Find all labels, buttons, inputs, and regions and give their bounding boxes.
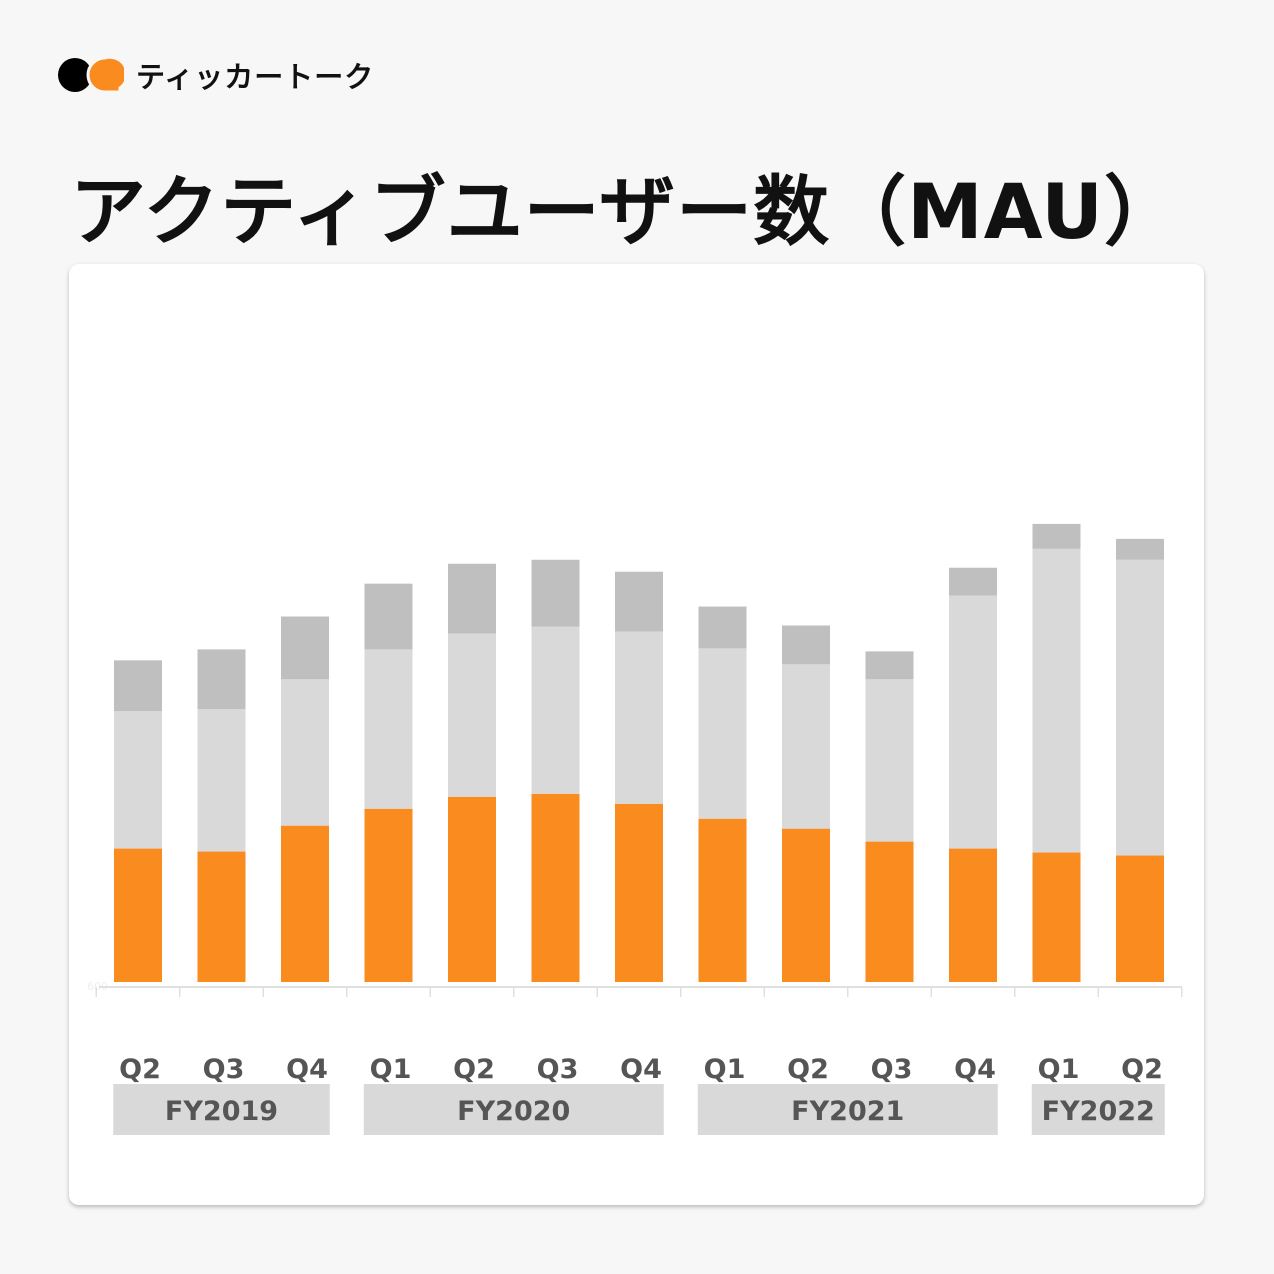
bar-segment-0 (1116, 855, 1164, 982)
bar-segment-2 (1032, 523, 1081, 549)
y-tick-label: 600 (87, 980, 108, 993)
bar-segment-2 (949, 567, 997, 596)
bar-segment-2 (531, 559, 580, 627)
bar-segment-0 (865, 841, 914, 982)
brand-name: ティッカートーク (136, 60, 375, 94)
bar-segment-2 (782, 625, 830, 665)
bar-segment-0 (1032, 852, 1081, 982)
bar-segment-1 (615, 631, 663, 804)
bar-segment-2 (448, 563, 496, 634)
x-tick-label: Q4 (286, 1054, 328, 1085)
fiscal-year-label: FY2020 (457, 1096, 570, 1127)
bar-segment-2 (865, 651, 914, 680)
page-title: アクティブユーザー数（MAU） (70, 167, 1181, 256)
x-tick-label: Q3 (537, 1054, 579, 1085)
bar-segment-2 (1116, 538, 1164, 560)
x-tick-label: Q1 (1038, 1054, 1080, 1085)
fiscal-year-box (697, 1084, 998, 1135)
fiscal-year-box (363, 1084, 664, 1135)
bar-segment-2 (197, 649, 246, 710)
bar-segment-1 (949, 595, 997, 849)
x-tick-label: Q2 (453, 1054, 495, 1085)
bar-segment-0 (114, 848, 162, 982)
x-tick-label: Q4 (954, 1054, 996, 1085)
bar-segment-0 (698, 818, 747, 982)
bar-segment-0 (448, 796, 496, 982)
bar-segment-0 (782, 828, 830, 982)
fiscal-year-label: FY2021 (791, 1096, 904, 1127)
bar-segment-1 (1116, 559, 1164, 856)
fiscal-year-label: FY2022 (1042, 1096, 1155, 1127)
x-tick-label: Q3 (203, 1054, 245, 1085)
logo: ティッカートーク (58, 56, 374, 94)
x-tick-label: Q2 (787, 1054, 829, 1085)
x-tick-label: Q1 (704, 1054, 746, 1085)
bar-segment-1 (281, 679, 329, 826)
fiscal-year-box (1031, 1084, 1165, 1135)
bar-segment-2 (615, 571, 663, 632)
fiscal-year-box (113, 1084, 330, 1135)
bar-segment-1 (448, 633, 496, 797)
bar-segment-0 (531, 793, 580, 982)
x-tick-label: Q3 (871, 1054, 913, 1085)
chart-card: 600 Q2 Q3 Q4 Q1 Q2 Q3 Q4 Q1 Q2 Q3 Q4 Q1 Q2 FY2019 FY202… (69, 264, 1204, 1205)
bar-segment-0 (281, 825, 329, 982)
x-tick-label: Q2 (119, 1054, 161, 1085)
bar-segment-0 (615, 803, 663, 982)
bar-segment-1 (114, 711, 162, 849)
bar-segment-1 (865, 679, 914, 842)
bar-segment-1 (197, 709, 246, 852)
bar-segment-0 (197, 851, 246, 982)
bar-segment-1 (698, 648, 747, 819)
bar-segment-1 (1032, 548, 1081, 853)
bar-segment-2 (698, 606, 747, 649)
bar-segment-0 (949, 848, 997, 982)
bar-segment-1 (364, 649, 413, 809)
bar-segment-1 (531, 626, 580, 794)
fiscal-year-label: FY2019 (165, 1096, 278, 1127)
bar-segment-2 (114, 660, 162, 712)
x-tick-label: Q4 (620, 1054, 662, 1085)
two-speech-bubbles-logo-icon (58, 56, 124, 94)
x-tick-label: Q2 (1121, 1054, 1163, 1085)
x-tick-label: Q1 (370, 1054, 412, 1085)
bar-segment-0 (364, 808, 413, 982)
bar-segment-1 (782, 664, 830, 829)
bar-segment-2 (281, 616, 329, 680)
bar-segment-2 (364, 583, 413, 650)
